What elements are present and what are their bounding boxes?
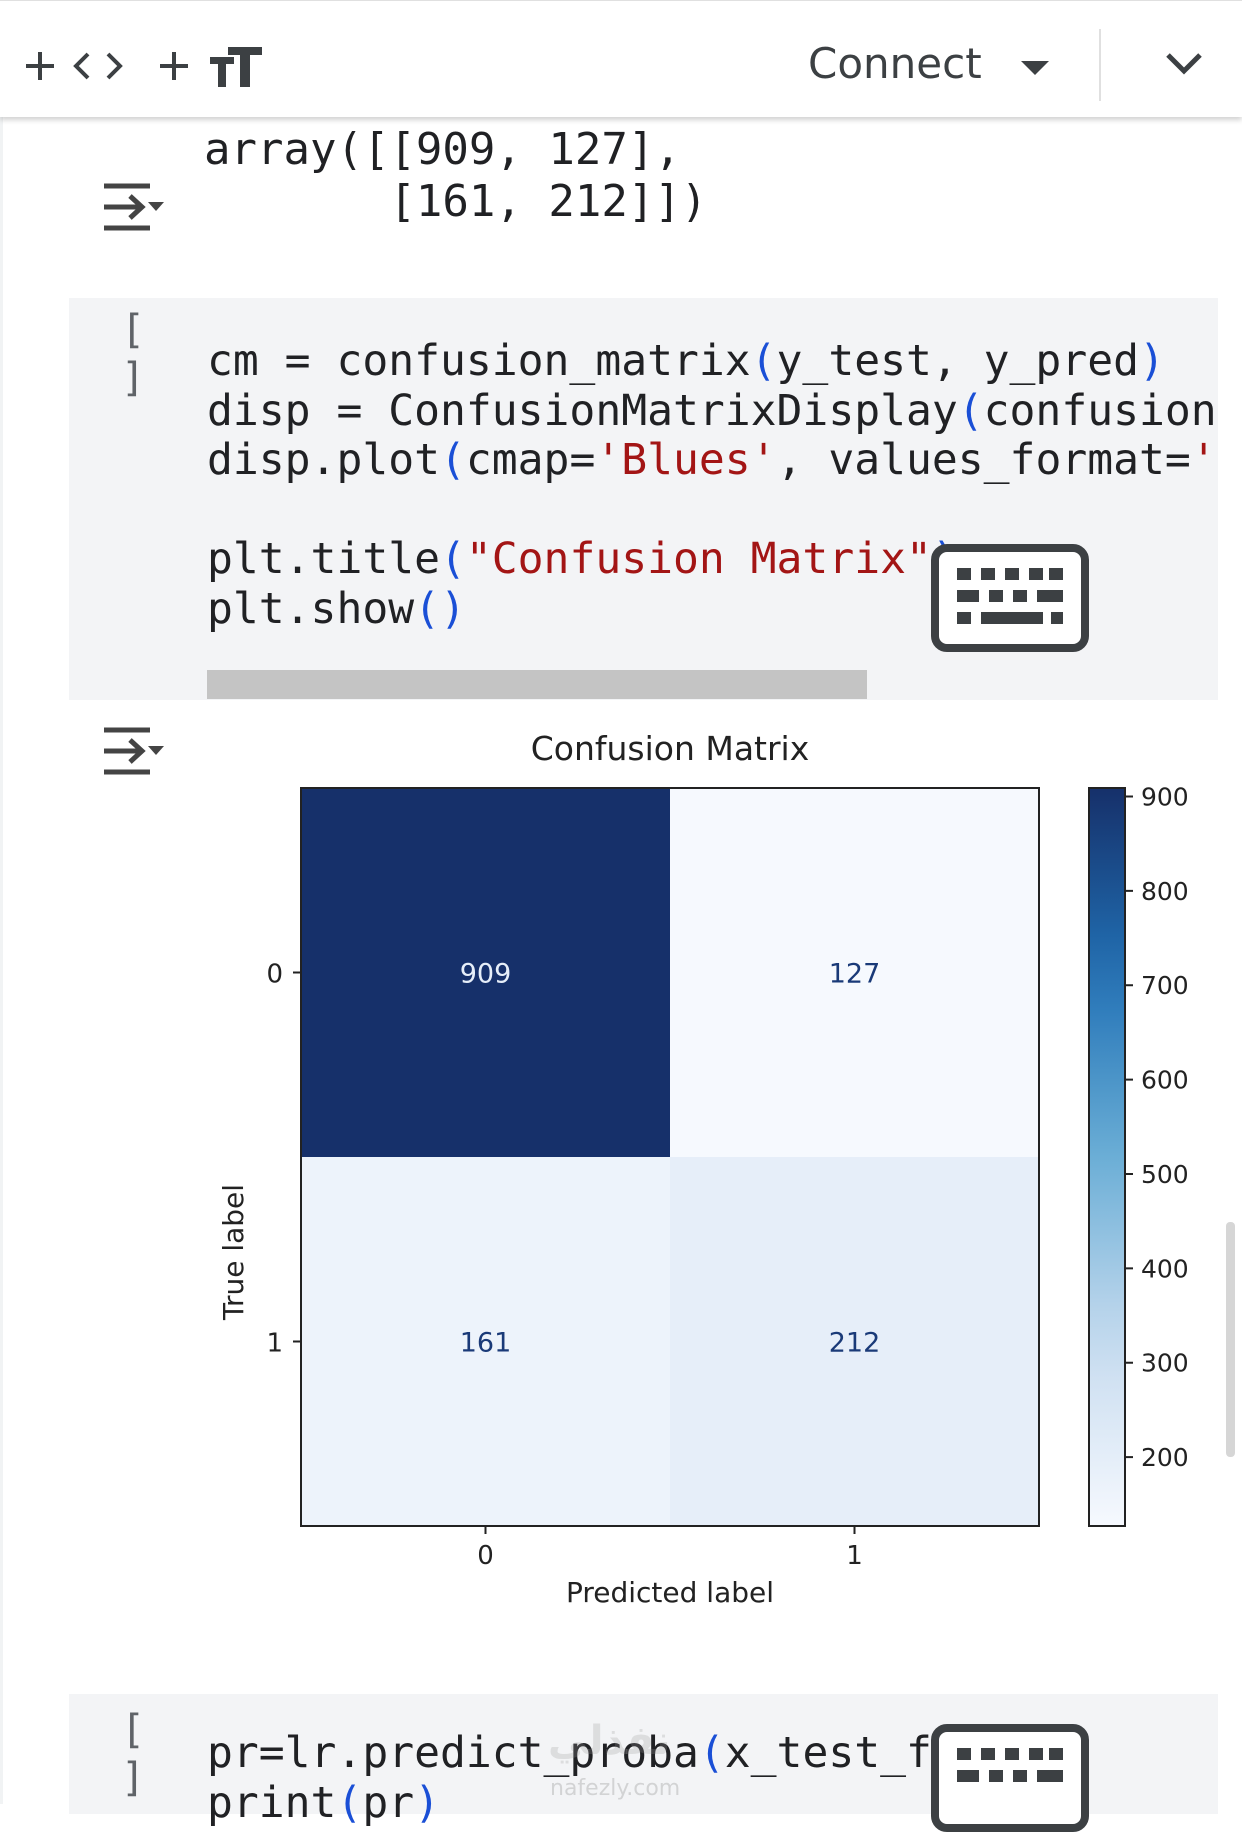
toolbar-divider — [1099, 29, 1101, 101]
add-text-button[interactable] — [154, 41, 264, 91]
code-line: plt.title("Confusion Matrix") — [207, 534, 958, 584]
x-tick-label: 0 — [477, 1541, 494, 1571]
output-collapse-icon[interactable] — [100, 180, 166, 234]
code-token: print — [207, 1778, 337, 1828]
output-collapse-icon[interactable] — [100, 724, 166, 778]
cell-gutter — [0, 116, 3, 1804]
code-token: 'Blues' — [595, 435, 777, 485]
y-axis-label: True label — [217, 1184, 250, 1321]
colorbar-tick-label: 200 — [1141, 1443, 1189, 1472]
cell-value-label: 909 — [460, 959, 512, 990]
code-brackets-icon — [26, 52, 123, 80]
code-token: y_test, y_pred — [776, 336, 1139, 386]
code-token: ) — [1138, 336, 1165, 386]
run-cell-button[interactable]: [ ] — [121, 1706, 145, 1802]
code-line: print(pr) — [207, 1778, 440, 1828]
watermark: نفذلي — [548, 1718, 671, 1764]
code-token: ( — [698, 1728, 725, 1778]
array-output-line: array([[909, 127], — [204, 124, 681, 175]
code-token: ( — [440, 534, 466, 584]
connect-button[interactable]: Connect — [808, 39, 982, 88]
cell-value-label: 161 — [460, 1328, 512, 1359]
heatmap-cell — [670, 788, 1039, 1157]
watermark-url: nafezly.com — [550, 1776, 681, 1801]
exec-bracket-close: ] — [121, 1755, 146, 1801]
code-line: disp = ConfusionMatrixDisplay(confusion — [207, 386, 1217, 436]
heatmap-cell — [301, 1157, 670, 1526]
colorbar-tick-label: 500 — [1141, 1160, 1189, 1189]
exec-bracket-close: ] — [121, 355, 146, 401]
code-token: ' — [1190, 435, 1217, 485]
y-tick-label: 1 — [266, 1329, 283, 1359]
expand-toolbar-button[interactable] — [1160, 43, 1208, 83]
code-token: confusion — [983, 385, 1217, 436]
chart-title: Confusion Matrix — [531, 729, 810, 768]
code-token: , values_format= — [776, 435, 1191, 485]
heatmap-cell — [670, 1157, 1039, 1526]
code-token: "Confusion Matrix" — [465, 534, 932, 584]
cell-value-label: 127 — [829, 959, 881, 990]
heatmap-cell — [301, 788, 670, 1157]
y-tick-label: 0 — [266, 960, 283, 990]
colorbar-tick-label: 700 — [1141, 971, 1189, 1000]
exec-bracket-open: [ — [121, 307, 146, 353]
code-token: cm = confusion_matrix — [207, 336, 751, 386]
x-axis-label: Predicted label — [566, 1576, 774, 1609]
array-output-line: [161, 212]]) — [204, 176, 708, 227]
chevron-down-icon — [1166, 53, 1202, 75]
code-line: plt.show() — [207, 584, 466, 634]
horizontal-scrollbar[interactable] — [207, 670, 867, 699]
keyboard-icon[interactable] — [931, 544, 1089, 652]
colorbar-tick-label: 400 — [1141, 1254, 1189, 1283]
code-token: pr=lr.predict_proba — [207, 1728, 699, 1778]
cell-value-label: 212 — [829, 1328, 881, 1359]
colorbar-tick-label: 900 — [1141, 782, 1189, 811]
exec-bracket-open: [ — [121, 1707, 146, 1753]
code-token: pr — [362, 1778, 415, 1828]
colorbar-tick-label: 300 — [1141, 1349, 1189, 1378]
code-token: plt.title — [207, 534, 440, 584]
code-token: cmap= — [465, 435, 596, 485]
code-line: disp.plot(cmap='Blues', values_format=' — [207, 435, 1217, 485]
add-code-button[interactable] — [18, 41, 138, 91]
code-cell[interactable]: [ ] cm = confusion_matrix(y_test, y_pred… — [69, 298, 1218, 700]
code-token: () — [414, 583, 466, 634]
notebook-toolbar: Connect — [0, 0, 1242, 117]
code-line: cm = confusion_matrix(y_test, y_pred) — [207, 336, 1165, 386]
keyboard-icon[interactable] — [931, 1724, 1089, 1832]
vertical-scrollbar[interactable] — [1226, 1222, 1235, 1457]
code-token: ( — [750, 336, 777, 386]
caret-down-icon — [1021, 61, 1049, 75]
code-token: ( — [957, 385, 984, 436]
confusion-matrix-chart: Confusion Matrix 909 127 161 212 0 1 0 1 Predicte… — [217, 729, 1189, 1609]
colorbar — [1088, 787, 1126, 1527]
code-token: ( — [336, 1778, 363, 1828]
code-token: disp = ConfusionMatrixDisplay — [207, 385, 958, 436]
code-token: plt.show — [207, 583, 415, 634]
code-token: disp.plot — [207, 435, 440, 485]
code-token: ) — [414, 1778, 441, 1828]
run-cell-button[interactable]: [ ] — [121, 306, 145, 402]
connect-dropdown-button[interactable] — [1015, 49, 1055, 85]
code-token: ( — [440, 435, 466, 485]
x-tick-label: 1 — [846, 1541, 863, 1571]
text-format-icon — [160, 47, 262, 87]
colorbar-tick-label: 600 — [1141, 1066, 1189, 1095]
colorbar-tick-label: 800 — [1141, 877, 1189, 906]
plot-frame — [300, 787, 1040, 1527]
